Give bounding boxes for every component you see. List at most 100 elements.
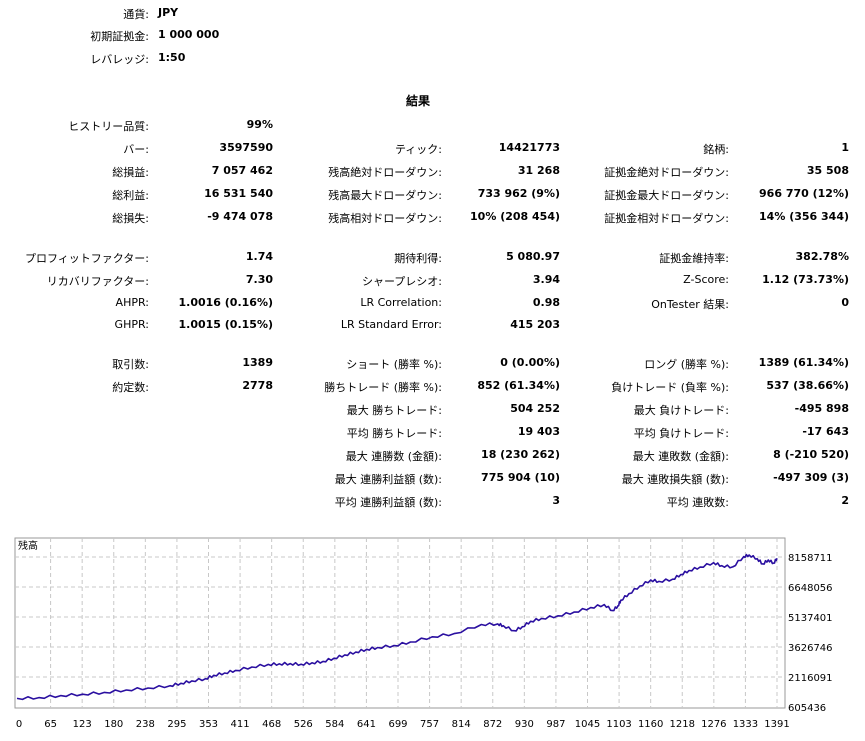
results-row: プロフィットファクター: 1.74 期待利得: 5 080.97 証拠金維持率: 382.… bbox=[0, 250, 865, 270]
metric-value: 1389 (61.34%) bbox=[758, 356, 849, 369]
metric-label: 平均 連敗数: bbox=[666, 496, 729, 509]
metric-label: 残高絶対ドローダウン: bbox=[328, 166, 442, 179]
metric-value: 1389 bbox=[242, 356, 273, 369]
metric-label: 残高最大ドローダウン: bbox=[328, 189, 442, 202]
x-tick-label: 584 bbox=[325, 719, 344, 730]
results-row: 取引数: 1389 ショート (勝率 %): 0 (0.00%) ロング (勝率 %):… bbox=[0, 356, 865, 376]
metric-value: 10% (208 454) bbox=[470, 210, 560, 223]
y-tick-label: 5137401 bbox=[788, 613, 833, 624]
header-label: 初期証拠金: bbox=[90, 30, 149, 43]
x-tick-label: 872 bbox=[483, 719, 502, 730]
x-tick-label: 1103 bbox=[606, 719, 631, 730]
metric-label: 最大 連敗損失額 (数): bbox=[621, 473, 729, 486]
metric-label: AHPR: bbox=[115, 296, 149, 309]
metric-value: 7 057 462 bbox=[211, 164, 273, 177]
results-row: 最大 勝ちトレード: 504 252 最大 負けトレード: -495 898 bbox=[0, 402, 865, 422]
metric-value: 16 531 540 bbox=[204, 187, 273, 200]
results-row: バー: 3597590 ティック: 14421773 銘柄: 1 bbox=[0, 141, 865, 161]
metric-label: 総損益: bbox=[112, 166, 149, 179]
metric-value: 5 080.97 bbox=[506, 250, 560, 263]
metric-label: 総損失: bbox=[112, 212, 149, 225]
metric-label: ティック: bbox=[394, 143, 442, 156]
x-tick-label: 65 bbox=[44, 719, 57, 730]
metric-value: 3.94 bbox=[532, 273, 560, 286]
y-tick-label: 2116091 bbox=[788, 673, 833, 684]
results-title: 結果 bbox=[405, 94, 430, 108]
metric-value: 1.74 bbox=[245, 250, 273, 263]
metric-value: 775 904 (10) bbox=[481, 471, 560, 484]
metric-value: 0 (0.00%) bbox=[500, 356, 560, 369]
history-quality-label: ヒストリー品質: bbox=[68, 120, 149, 133]
metric-value: 3 bbox=[552, 494, 560, 507]
x-tick-label: 1391 bbox=[764, 719, 789, 730]
x-tick-label: 468 bbox=[262, 719, 281, 730]
x-tick-label: 987 bbox=[546, 719, 565, 730]
metric-value: 733 962 (9%) bbox=[477, 187, 560, 200]
x-tick-label: 814 bbox=[452, 719, 471, 730]
metric-value: 3597590 bbox=[219, 141, 273, 154]
header-row: レバレッジ: 1:50 bbox=[0, 51, 865, 71]
results-row: 総損益: 7 057 462 残高絶対ドローダウン: 31 268 証拠金絶対ドローダウ… bbox=[0, 164, 865, 184]
metric-label: ショート (勝率 %): bbox=[346, 358, 442, 371]
header-value: 1:50 bbox=[158, 51, 186, 64]
x-tick-label: 295 bbox=[167, 719, 186, 730]
metric-label: 平均 負けトレード: bbox=[633, 427, 729, 440]
metric-label: 証拠金相対ドローダウン: bbox=[604, 212, 729, 225]
metric-label: リカバリファクター: bbox=[46, 275, 149, 288]
x-tick-label: 1333 bbox=[733, 719, 758, 730]
metric-label: 証拠金維持率: bbox=[659, 252, 729, 265]
header-value: 1 000 000 bbox=[158, 28, 220, 41]
results-row: AHPR: 1.0016 (0.16%) LR Correlation: 0.98 On… bbox=[0, 296, 865, 316]
metric-label: 最大 連敗数 (金額): bbox=[632, 450, 729, 463]
plot-frame bbox=[14, 537, 786, 709]
metric-value: 415 203 bbox=[510, 318, 560, 331]
metric-value: 1.12 (73.73%) bbox=[762, 273, 849, 286]
y-tick-label: 6648056 bbox=[788, 583, 833, 594]
metric-label: 取引数: bbox=[112, 358, 149, 371]
header-row: 初期証拠金: 1 000 000 bbox=[0, 28, 865, 48]
metric-value: 2 bbox=[841, 494, 849, 507]
metric-value: 31 268 bbox=[517, 164, 560, 177]
metric-label: Z-Score: bbox=[683, 273, 729, 286]
metric-value: 0 bbox=[841, 296, 849, 309]
metric-value: 1 bbox=[841, 141, 849, 154]
x-tick-label: 180 bbox=[104, 719, 123, 730]
metric-label: 平均 連勝利益額 (数): bbox=[334, 496, 442, 509]
results-row: 総利益: 16 531 540 残高最大ドローダウン: 733 962 (9%) 証拠金… bbox=[0, 187, 865, 207]
metric-label: 総利益: bbox=[112, 189, 149, 202]
metric-label: 期待利得: bbox=[394, 252, 442, 265]
metric-label: 平均 勝ちトレード: bbox=[346, 427, 442, 440]
metric-value: 35 508 bbox=[806, 164, 849, 177]
metric-label: 証拠金最大ドローダウン: bbox=[604, 189, 729, 202]
x-tick-label: 123 bbox=[73, 719, 92, 730]
header-row: 通貨: JPY bbox=[0, 6, 865, 26]
metric-label: 勝ちトレード (勝率 %): bbox=[324, 381, 442, 394]
header-label: レバレッジ: bbox=[90, 53, 149, 66]
x-tick-label: 757 bbox=[420, 719, 439, 730]
metric-value: 1.0016 (0.16%) bbox=[178, 296, 274, 309]
history-quality-value: 99% bbox=[246, 118, 273, 131]
metric-value: 852 (61.34%) bbox=[477, 379, 560, 392]
metric-value: -17 643 bbox=[802, 425, 849, 438]
metric-label: 残高相対ドローダウン: bbox=[328, 212, 442, 225]
metric-label: OnTester 結果: bbox=[651, 298, 729, 311]
metric-label: 負けトレード (負率 %): bbox=[611, 381, 729, 394]
metric-value: 2778 bbox=[242, 379, 273, 392]
metric-value: -497 309 (3) bbox=[773, 471, 849, 484]
metric-value: 18 (230 262) bbox=[481, 448, 560, 461]
x-tick-label: 526 bbox=[294, 719, 313, 730]
y-tick-label: 3626746 bbox=[788, 643, 833, 654]
results-row: 平均 勝ちトレード: 19 403 平均 負けトレード: -17 643 bbox=[0, 425, 865, 445]
metric-label: プロフィットファクター: bbox=[24, 252, 149, 265]
metric-label: シャープレシオ: bbox=[361, 275, 442, 288]
y-tick-label: 8158711 bbox=[788, 553, 833, 564]
metric-label: 最大 負けトレード: bbox=[633, 404, 729, 417]
metric-label: 証拠金絶対ドローダウン: bbox=[604, 166, 729, 179]
metric-value: 537 (38.66%) bbox=[766, 379, 849, 392]
x-tick-label: 1218 bbox=[670, 719, 695, 730]
x-tick-label: 411 bbox=[231, 719, 250, 730]
metric-label: バー: bbox=[123, 143, 149, 156]
metric-value: 14% (356 344) bbox=[759, 210, 849, 223]
results-row: GHPR: 1.0015 (0.15%) LR Standard Error: 415… bbox=[0, 318, 865, 338]
metric-label: LR Correlation: bbox=[360, 296, 442, 309]
